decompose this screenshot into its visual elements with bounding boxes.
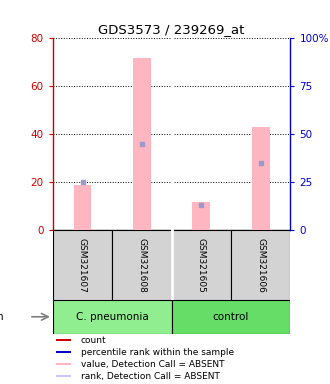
- Title: GDS3573 / 239269_at: GDS3573 / 239269_at: [98, 23, 245, 36]
- Text: control: control: [213, 312, 249, 322]
- Bar: [112, 230, 172, 300]
- Text: infection: infection: [0, 312, 3, 322]
- Bar: [55, 351, 71, 353]
- Bar: [55, 362, 71, 366]
- Text: count: count: [81, 336, 106, 344]
- Bar: [55, 375, 71, 377]
- Text: C. pneumonia: C. pneumonia: [76, 312, 148, 322]
- Bar: [172, 230, 231, 300]
- Bar: [231, 230, 290, 300]
- Bar: [53, 230, 112, 300]
- Text: GSM321606: GSM321606: [256, 238, 265, 292]
- Bar: [172, 300, 290, 334]
- Text: GSM321605: GSM321605: [197, 238, 206, 292]
- Bar: [55, 339, 71, 341]
- Bar: [133, 58, 151, 230]
- Text: GSM321608: GSM321608: [137, 238, 147, 292]
- Polygon shape: [32, 308, 53, 326]
- Text: percentile rank within the sample: percentile rank within the sample: [81, 348, 234, 357]
- Text: GSM321607: GSM321607: [78, 238, 87, 292]
- Text: rank, Detection Call = ABSENT: rank, Detection Call = ABSENT: [81, 371, 219, 381]
- Bar: [252, 127, 270, 230]
- Bar: [192, 202, 210, 230]
- Bar: [74, 185, 91, 230]
- Bar: [53, 300, 172, 334]
- Text: value, Detection Call = ABSENT: value, Detection Call = ABSENT: [81, 359, 224, 369]
